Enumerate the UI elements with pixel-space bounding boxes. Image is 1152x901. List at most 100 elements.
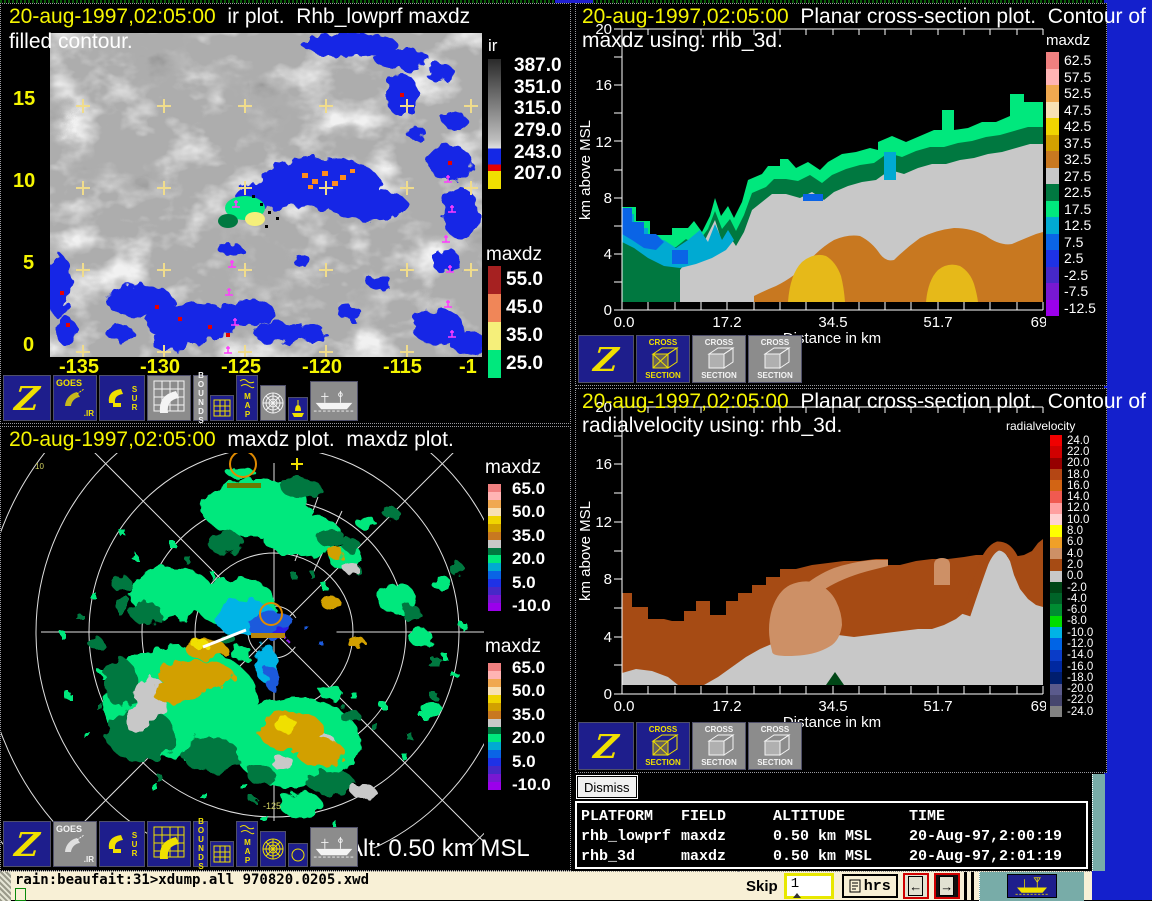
lon-tick-clipped: -1	[459, 356, 477, 378]
radialvelocity-colorbar-label: radialvelocity	[1006, 419, 1076, 433]
zebra-logo-button[interactable]: Z	[3, 821, 51, 867]
goes-ir-label: .IR	[83, 409, 94, 418]
y-tick: 16	[595, 456, 612, 473]
menu-page-icon	[849, 879, 861, 893]
cross-section-baseline[interactable]	[202, 628, 247, 649]
cross-section-button-active[interactable]: CROSS SECTION	[636, 722, 690, 770]
toolbar: Z GOES .IR SUR BOUNDS MAP	[3, 817, 358, 871]
cross-section-button[interactable]: CROSS SECTION	[748, 722, 802, 770]
x-tick: 51.7	[923, 314, 952, 331]
grid-button[interactable]	[210, 395, 234, 421]
terminal-window[interactable]: rain:beaufait:31>xdump.all 970820.0205.x…	[0, 871, 738, 901]
step-back-button[interactable]: ←	[902, 873, 929, 899]
title-timestamp: 20-aug-1997,02:05:00	[9, 428, 216, 451]
zebra-logo-button[interactable]: Z	[578, 722, 634, 770]
y-tick: 0	[604, 302, 612, 319]
zebra-logo-icon: Z	[591, 726, 621, 766]
section-label: SECTION	[701, 371, 737, 380]
lat-tick-10: 10	[13, 170, 36, 192]
origin-label-mark	[251, 633, 285, 638]
table-row: rhb_3d maxdz 0.50 km MSL 20-Aug-97,2:01:19	[581, 848, 1063, 865]
left-arrow-icon: ←	[908, 876, 924, 896]
maxdz-colorbar	[488, 663, 501, 790]
desktop-bottom-right	[1092, 871, 1152, 900]
y-tick: 12	[595, 134, 612, 151]
surveillance-radar-button[interactable]: SUR	[99, 821, 145, 867]
dismiss-button[interactable]: Dismiss	[576, 775, 638, 799]
title-text: Planar cross-section plot. Contour of	[788, 390, 1146, 413]
step-forward-button[interactable]: →	[933, 873, 960, 899]
hours-unit-button[interactable]: hrs	[841, 874, 898, 898]
window-title-line2: radialvelocity using: rhb_3d.	[582, 414, 843, 437]
map-icon	[239, 825, 255, 835]
cross-section-button[interactable]: CROSS SECTION	[692, 335, 746, 383]
goes-ir-button[interactable]: GOES .IR	[53, 375, 97, 421]
bounds-button[interactable]: BOUNDS	[193, 371, 208, 425]
title-text: Planar cross-section plot. Contour of	[788, 5, 1146, 28]
y-tick: 0	[604, 686, 612, 703]
map-button[interactable]: MAP	[236, 821, 258, 867]
satellite-dish-icon	[65, 834, 85, 852]
ship-icon	[313, 390, 355, 412]
buoy-icon	[292, 400, 304, 417]
cross-label: CROSS	[704, 338, 734, 347]
table-row: rhb_lowprf maxdz 0.50 km MSL 20-Aug-97,2:00…	[581, 828, 1063, 845]
warm-spots	[60, 93, 452, 337]
lon-tick: -115	[383, 356, 422, 378]
section-label: SECTION	[645, 371, 681, 380]
skip-value-input[interactable]: 1	[783, 873, 834, 899]
radar-origin-ring	[259, 602, 283, 626]
radar-dish-icon	[108, 835, 123, 853]
maxdz-cross-section-plot: 20 16 12 8 4 0 0.0 17.2 34.5 51.7 69 Dis…	[577, 21, 1046, 347]
buoy-button[interactable]	[288, 397, 308, 421]
overshoot-spots	[302, 169, 355, 189]
grid-button[interactable]	[210, 841, 234, 867]
terminal-resize-grip[interactable]	[0, 872, 11, 901]
buoy-markers	[224, 175, 456, 354]
goes-ir-button[interactable]: GOES .IR	[53, 821, 97, 867]
maxdz-colorbar	[488, 484, 501, 611]
cross-section-cube-icon	[651, 347, 679, 369]
x-tick: 51.7	[923, 698, 952, 715]
ir-satellite-image	[50, 33, 482, 357]
ir-colorbar	[488, 59, 501, 189]
cross-section-button[interactable]: CROSS SECTION	[692, 722, 746, 770]
platform-status-table: PLATFORM FIELD ALTITUDE TIME rhb_lowprf m…	[575, 801, 1088, 869]
cross-section-button[interactable]: CROSS SECTION	[748, 335, 802, 383]
x-tick: 69	[1031, 698, 1046, 715]
polar-grid-button[interactable]	[260, 831, 286, 867]
x-axis-label: Distance in km	[783, 714, 881, 731]
map-icon	[239, 379, 255, 389]
bounds-label: BOUNDS	[196, 371, 206, 425]
radialvelocity-cross-section-plot: 20 16 12 8 4 0 0.0 17.2 34.5 51.7 69 Dis…	[577, 399, 1046, 731]
grid-icon	[213, 399, 231, 417]
zebra-logo-button[interactable]: Z	[3, 375, 51, 421]
radar-grid-button[interactable]	[147, 375, 191, 421]
ship-button[interactable]	[310, 827, 358, 867]
window-title: 20-aug-1997,02:05:00 Planar cross-sectio…	[582, 5, 1146, 29]
ship-button[interactable]	[310, 381, 358, 421]
maxdz-colorbar-label: maxdz	[486, 244, 542, 265]
lat-tick-5: 5	[23, 252, 35, 274]
text-caret	[792, 893, 801, 898]
terminal-cursor	[15, 888, 26, 901]
bounds-label: BOUNDS	[196, 817, 206, 871]
zebra-logo-button[interactable]: Z	[578, 335, 634, 383]
circle-overlay-button[interactable]	[288, 843, 308, 867]
cross-label: CROSS	[648, 725, 678, 734]
polar-grid-button[interactable]	[260, 385, 286, 421]
surveillance-radar-button[interactable]: SUR	[99, 375, 145, 421]
section-label: SECTION	[701, 758, 737, 767]
cross-label: CROSS	[760, 338, 790, 347]
map-button[interactable]: MAP	[236, 375, 258, 421]
grid-icon	[213, 845, 231, 863]
radar-grid-button[interactable]	[147, 821, 191, 867]
bounds-button[interactable]: BOUNDS	[193, 817, 208, 871]
y-tick: 8	[604, 190, 612, 207]
cross-section-button-active[interactable]: CROSS SECTION	[636, 335, 690, 383]
title-timestamp: 20-aug-1997,02:05:00	[9, 5, 216, 28]
section-label: SECTION	[757, 371, 793, 380]
title-timestamp: 20-aug-1997,02:05:00	[582, 5, 789, 28]
ship-platform-button[interactable]	[1006, 874, 1057, 898]
radar-grid-icon	[153, 380, 185, 413]
